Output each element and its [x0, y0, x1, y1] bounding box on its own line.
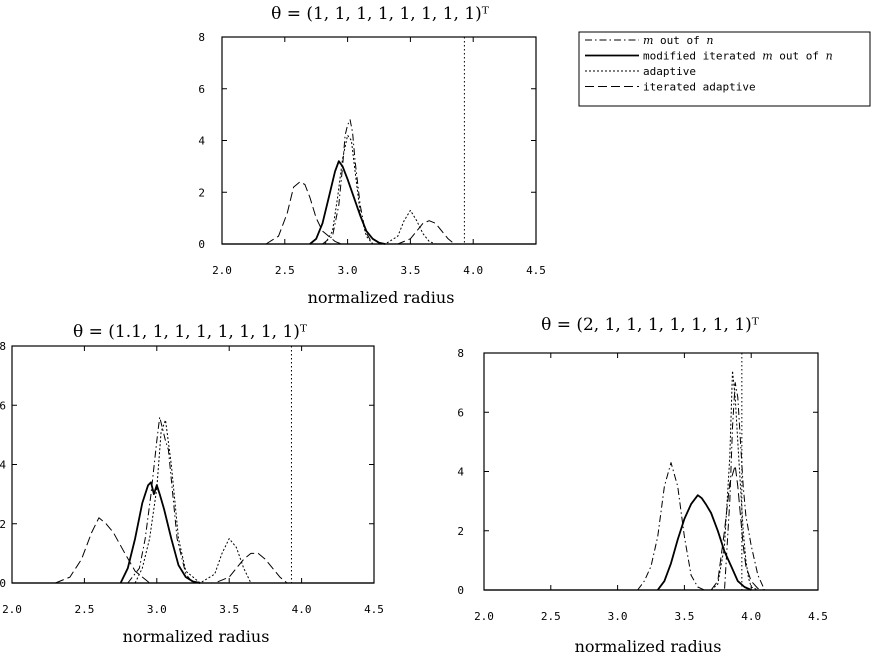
x-tick-label: 3.0: [608, 610, 628, 623]
series-line-iterated-adaptive: [55, 517, 288, 584]
chart-title: θ = (1, 1, 1, 1, 1, 1, 1, 1)ᵀ: [271, 4, 490, 24]
y-tick-label: 8: [0, 340, 6, 353]
chart-panel-3: 2.0 2.5 3.0 3.5 4.0 4.5 0 2 4 6 8 θ = (2, 1, 1, 1, …: [457, 315, 828, 656]
chart-title: θ = (1.1, 1, 1, 1, 1, 1, 1, 1)ᵀ: [73, 322, 308, 342]
x-tick-label: 4.5: [526, 264, 546, 277]
series-line-modified-iterated-m-out-of-n: [309, 160, 386, 245]
series-line-iterated-adaptive: [265, 181, 455, 245]
chart-title: θ = (2, 1, 1, 1, 1, 1, 1, 1)ᵀ: [541, 315, 760, 335]
x-tick-label: 2.0: [212, 264, 232, 277]
x-tick-label: 3.0: [147, 603, 167, 616]
y-tick-label: 8: [198, 31, 205, 44]
series-line-m-out-of-n: [127, 416, 194, 584]
y-tick-label: 0: [457, 584, 464, 597]
x-tick-label: 2.0: [474, 610, 494, 623]
series-line-adaptive: [134, 419, 252, 584]
chart-panel-2: 2.0 2.5 3.0 3.5 4.0 4.5 0 2 4 6 8 θ = (1.1, 1, 1, 1…: [0, 322, 384, 646]
chart-panel-1: 2.0 2.5 3.0 3.5 4.0 4.5 0 2 4 6 8 θ = (1, 1, 1, 1, …: [198, 4, 546, 307]
series-line-iterated-adaptive: [710, 465, 765, 591]
x-tick-label: 4.0: [292, 603, 312, 616]
series-line-m-out-of-n: [322, 119, 374, 245]
x-axis-label: normalized radius: [575, 637, 722, 656]
y-tick-label: 8: [457, 347, 464, 360]
y-tick-label: 4: [0, 459, 6, 472]
y-tick-label: 0: [198, 238, 205, 251]
x-tick-label: 4.5: [808, 610, 828, 623]
series-line-m-out-of-n: [637, 382, 766, 591]
x-tick-label: 2.5: [541, 610, 561, 623]
x-tick-label: 3.0: [338, 264, 358, 277]
legend: m out of n modified iterated m out of n ad…: [578, 31, 871, 107]
y-tick-label: 6: [457, 406, 464, 419]
x-axis-label: normalized radius: [123, 627, 270, 646]
x-tick-label: 2.5: [275, 264, 295, 277]
y-tick-label: 2: [457, 525, 464, 538]
x-tick-label: 3.5: [219, 603, 239, 616]
y-tick-label: 6: [0, 399, 6, 412]
x-tick-label: 4.5: [364, 603, 384, 616]
plot-frame: [483, 352, 819, 591]
legend-entry: adaptive: [643, 65, 696, 78]
y-tick-label: 6: [198, 83, 205, 96]
y-tick-label: 0: [0, 577, 6, 590]
series-line-adaptive: [324, 134, 436, 245]
x-tick-label: 3.5: [674, 610, 694, 623]
legend-box: [578, 31, 871, 107]
x-tick-label: 3.5: [400, 264, 420, 277]
x-axis-label: normalized radius: [308, 288, 455, 307]
plot-frame: [11, 345, 375, 584]
y-tick-label: 4: [198, 135, 205, 148]
x-tick-label: 2.0: [2, 603, 22, 616]
x-tick-label: 4.0: [741, 610, 761, 623]
x-tick-label: 4.0: [463, 264, 483, 277]
series-line-modified-iterated-m-out-of-n: [656, 494, 752, 591]
series-line-modified-iterated-m-out-of-n: [119, 481, 201, 584]
y-tick-label: 4: [457, 466, 464, 479]
x-tick-label: 2.5: [74, 603, 94, 616]
legend-entry: m out of n: [643, 34, 714, 47]
series-line-adaptive: [710, 370, 759, 591]
plot-frame: [221, 36, 537, 245]
legend-entry: modified iterated m out of n: [643, 50, 833, 63]
y-tick-label: 2: [198, 186, 205, 199]
legend-entry: iterated adaptive: [643, 81, 756, 94]
y-tick-label: 2: [0, 518, 6, 531]
